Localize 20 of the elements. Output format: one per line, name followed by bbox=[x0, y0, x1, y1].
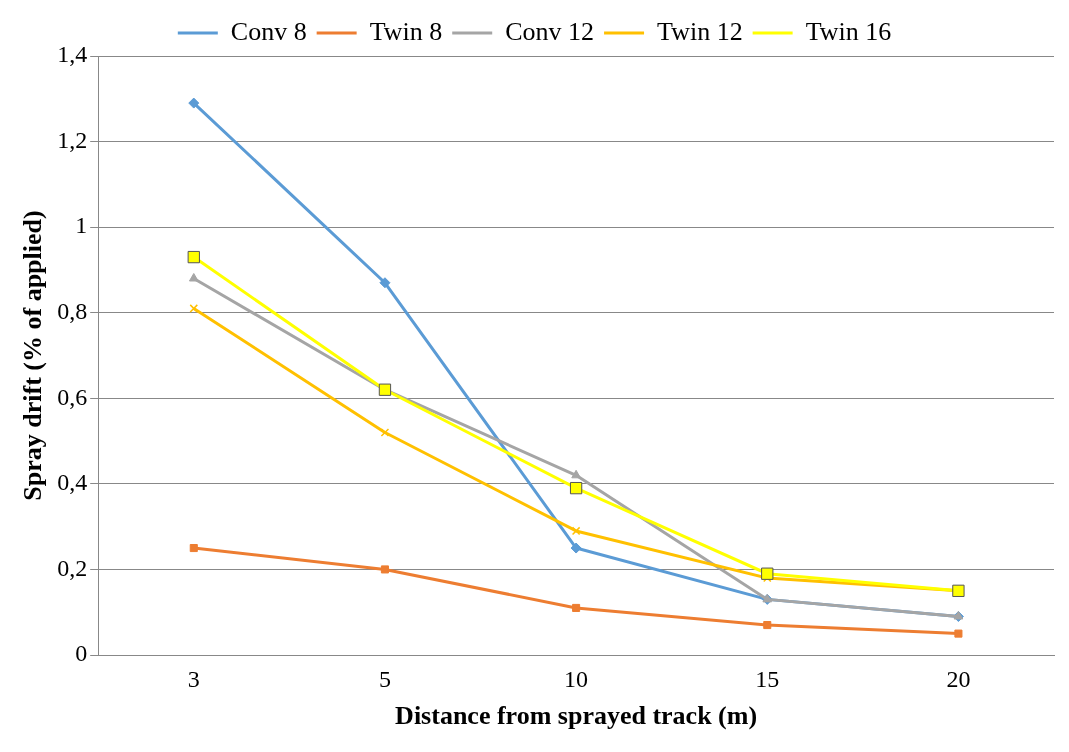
y-tick-label: 0 bbox=[75, 640, 88, 667]
x-tick-label: 20 bbox=[946, 665, 971, 692]
y-tick-label: 0,6 bbox=[57, 383, 88, 410]
x-tick-label: 3 bbox=[187, 665, 200, 692]
y-tick-label: 0,2 bbox=[57, 554, 88, 581]
x-tick-label: 15 bbox=[755, 665, 780, 692]
x-axis-title: Distance from sprayed track (m) bbox=[395, 701, 758, 731]
legend-label: Conv 12 bbox=[505, 16, 595, 46]
legend-label: Twin 12 bbox=[657, 16, 743, 46]
legend-label: Twin 8 bbox=[369, 16, 443, 46]
x-tick-label: 10 bbox=[564, 665, 589, 692]
y-axis-title: Spray drift (% of applied) bbox=[18, 210, 48, 501]
y-tick-label: 0,8 bbox=[57, 298, 88, 325]
y-tick-label: 1 bbox=[75, 212, 88, 239]
y-tick-label: 1,4 bbox=[57, 41, 88, 68]
legend-label: Twin 16 bbox=[805, 16, 892, 46]
y-tick-label: 1,2 bbox=[57, 126, 88, 153]
legend-label: Conv 8 bbox=[230, 16, 307, 46]
x-tick-label: 5 bbox=[378, 665, 391, 692]
y-tick-label: 0,4 bbox=[57, 469, 88, 496]
